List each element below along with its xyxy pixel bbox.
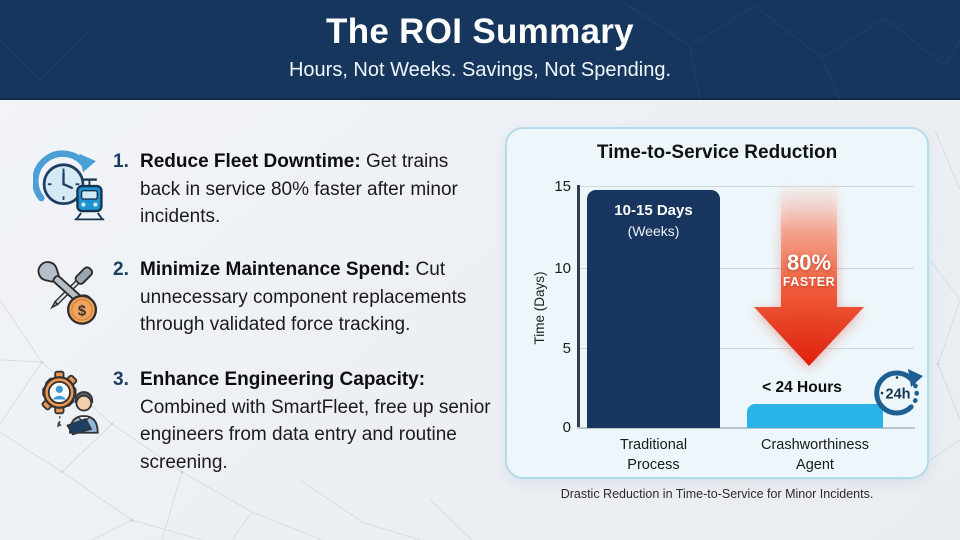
x-label-traditional: Traditional Process [619, 437, 688, 473]
benefit-number: 1. [113, 151, 129, 172]
reduction-arrow-icon [754, 185, 864, 367]
y-tick-0: 0 [562, 419, 571, 436]
benefit-text: Reduce Fleet Downtime: Get trains back i… [140, 151, 458, 227]
gear-engineer-icon [33, 364, 107, 446]
y-axis-label: Time (Days) [532, 271, 547, 345]
x-label-crashworthiness: Crashworthiness Agent [761, 437, 869, 473]
benefit-text: Enhance Engineering Capacity: Combined w… [140, 369, 491, 473]
y-axis-line [577, 185, 580, 429]
header-banner: The ROI Summary Hours, Not Weeks. Saving… [0, 0, 960, 100]
chart-card: Time-to-Service Reduction 15 10 5 0 Time… [505, 127, 929, 479]
benefit-item-engineering-capacity: 3. Enhance Engineering Capacity: Combine… [33, 364, 503, 476]
gridline-5 [580, 348, 914, 349]
gridline-10 [580, 268, 914, 269]
clock-24h-text: 24h [886, 387, 911, 403]
benefit-item-minimize-spend: $ 2. Minimize Maintenance Spend: Cut unn… [33, 254, 503, 339]
benefit-text: Minimize Maintenance Spend: Cut unnecess… [140, 259, 467, 335]
gridline-15 [580, 186, 914, 187]
svg-text:$: $ [78, 303, 87, 319]
benefit-item-reduce-downtime: 1. Reduce Fleet Downtime: Get trains bac… [32, 146, 503, 231]
bar-crashworthiness-agent [747, 404, 883, 428]
x-axis-line [577, 427, 915, 429]
page-subtitle: Hours, Not Weeks. Savings, Not Spending. [288, 59, 672, 81]
page-title: The ROI Summary [326, 12, 634, 51]
bar-value-sublabel: (Weeks) [627, 223, 680, 239]
arrow-faster-label: FASTER [782, 275, 836, 289]
y-tick-15: 15 [554, 178, 571, 195]
benefit-number: 2. [113, 259, 129, 280]
clock-train-icon [32, 146, 107, 228]
arrow-percent-label: 80% [786, 250, 832, 275]
chart-caption: Drastic Reduction in Time-to-Service for… [560, 487, 874, 501]
bar-traditional-process [587, 190, 720, 428]
24h-clock-icon: 24h [868, 362, 926, 420]
y-tick-5: 5 [562, 340, 571, 357]
hours-annotation: < 24 Hours [762, 379, 842, 396]
benefit-number: 3. [113, 369, 129, 390]
tools-dollar-icon: $ [33, 254, 107, 336]
bar-value-label: 10-15 Days [614, 202, 693, 219]
chart-title: Time-to-Service Reduction [596, 142, 838, 163]
y-tick-10: 10 [554, 260, 571, 277]
